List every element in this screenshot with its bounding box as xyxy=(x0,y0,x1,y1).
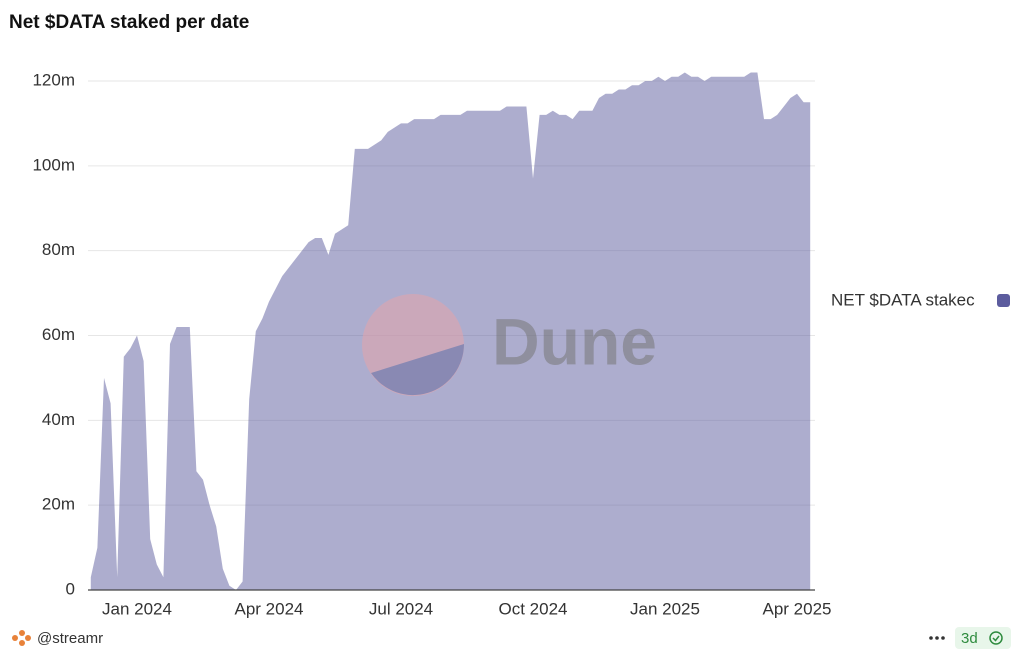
more-menu[interactable] xyxy=(929,636,945,640)
x-tick-label: Jan 2024 xyxy=(102,599,172,618)
watermark-logo xyxy=(362,294,465,396)
y-tick-label: 120m xyxy=(32,70,75,89)
x-tick-label: Oct 2024 xyxy=(499,599,568,618)
y-tick-label: 100m xyxy=(32,155,75,174)
y-tick-label: 0 xyxy=(66,579,75,598)
chart-title: Net $DATA staked per date xyxy=(9,12,249,33)
refresh-label: 3d xyxy=(961,630,978,647)
legend-swatch xyxy=(997,294,1010,307)
y-tick-label: 40m xyxy=(42,410,75,429)
x-tick-label: Apr 2024 xyxy=(235,599,304,618)
check-icon xyxy=(989,631,1003,645)
legend-label: NET $DATA stakec xyxy=(831,290,975,309)
y-tick-label: 60m xyxy=(42,325,75,344)
footer-author[interactable]: @streamr xyxy=(37,630,103,647)
x-tick-label: Jan 2025 xyxy=(630,599,700,618)
footer-icon xyxy=(12,630,31,646)
x-tick-label: Jul 2024 xyxy=(369,599,433,618)
y-tick-label: 20m xyxy=(42,495,75,514)
x-tick-label: Apr 2025 xyxy=(763,599,832,618)
watermark: Dune xyxy=(492,304,657,378)
y-tick-label: 80m xyxy=(42,240,75,259)
